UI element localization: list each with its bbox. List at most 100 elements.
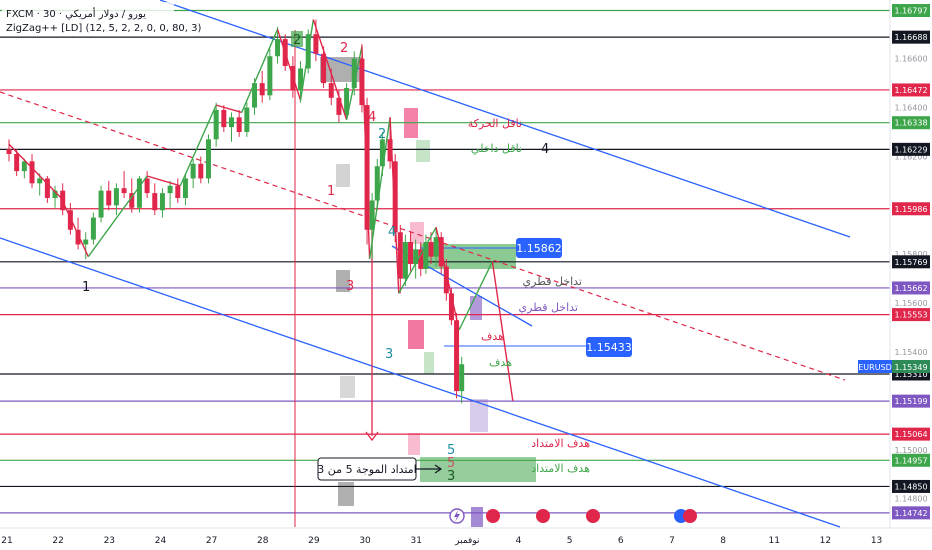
time-tick-label: 29: [308, 536, 320, 546]
time-tick-label: 23: [104, 536, 115, 546]
current-price-text: 1.15349: [894, 363, 927, 372]
wave-label: 5: [447, 443, 455, 458]
zone-green-upper: [416, 140, 430, 162]
wave-label: 2: [378, 127, 386, 142]
candle-body: [402, 242, 408, 279]
candle-body: [244, 107, 250, 132]
zone-purple-last: [471, 507, 483, 527]
zigzag-segment: [215, 104, 242, 114]
axis-tick-label: 1.15400: [894, 348, 927, 357]
candle-body: [328, 83, 334, 98]
us-flag-icon[interactable]: [536, 509, 550, 523]
candle-body: [83, 239, 89, 245]
time-tick-label: 12: [820, 536, 831, 546]
candle-body: [428, 242, 434, 257]
zigzag-segment: [179, 104, 217, 187]
wave-label: 4: [541, 142, 549, 157]
zigzag-segment: [8, 143, 62, 199]
note-text: تداخل قطري: [519, 301, 578, 314]
price-level-text: 1.16338: [894, 119, 927, 128]
wave-label: 3: [346, 279, 354, 294]
candle-body: [106, 190, 112, 206]
time-tick-label: 6: [618, 536, 624, 546]
candle-body: [364, 105, 370, 230]
zigzag-segment: [312, 19, 348, 120]
price-level-text: 1.16472: [894, 86, 927, 95]
wave-label: 3: [385, 347, 393, 362]
callout-text: 1.15433: [586, 341, 632, 354]
candle-body: [37, 178, 43, 184]
price-axis[interactable]: USD 1.166001.164001.162001.158001.156001…: [858, 0, 932, 528]
candle-body: [275, 39, 281, 57]
candle-body: [313, 34, 319, 54]
current-price-marker: EURUSD 1.15349: [858, 360, 930, 373]
us-flag-icon[interactable]: [486, 509, 500, 523]
price-level-tag: [892, 142, 930, 156]
zigzag-segment: [491, 261, 514, 401]
wave-label: 4: [368, 110, 376, 125]
current-price-tag: [892, 360, 930, 373]
wave-label: 4: [388, 225, 396, 240]
wave-labels-layer: 1 2 2 1 3 4 2 4 3 4 5 5 3: [82, 31, 549, 484]
candle-body: [374, 166, 380, 201]
time-tick-label: 31: [410, 536, 421, 546]
lightning-icon-glyph: [454, 510, 460, 522]
candle-body: [387, 139, 393, 162]
zigzag-segment: [241, 29, 279, 113]
zone-pink-mid: [410, 222, 424, 244]
candle-body: [267, 56, 273, 96]
price-level-tag: [892, 30, 930, 44]
us-flag-icon[interactable]: [586, 509, 600, 523]
time-tick-label: 13: [871, 536, 882, 546]
candle-body: [433, 237, 439, 257]
candle-body: [369, 200, 375, 230]
zigzag-segment: [60, 197, 89, 257]
time-tick-label: 27: [206, 536, 217, 546]
zone-gray-mid: [336, 164, 350, 187]
price-level-text: 1.14850: [894, 482, 927, 491]
candle-body: [379, 139, 385, 167]
price-level-text: 1.14957: [894, 456, 927, 465]
us-flag-icon[interactable]: [683, 509, 697, 523]
candle-body: [198, 163, 204, 179]
time-tick-label: 24: [155, 536, 167, 546]
zigzag-segment: [87, 175, 148, 258]
price-level-tag: [892, 202, 930, 216]
candle-body: [75, 229, 81, 245]
price-level-tag: [892, 116, 930, 130]
legend: FXCM · 30 · يورو / دولار أمريكي ZigZag++…: [2, 2, 202, 36]
extension-note-arrow-head: [434, 464, 443, 474]
candle-body: [413, 249, 419, 264]
callout-text: 1.15862: [516, 242, 562, 255]
candle-body: [129, 193, 135, 208]
time-tick-label: 21: [1, 536, 12, 546]
candle-body: [182, 178, 188, 198]
note-text: تداخل قطري: [523, 275, 582, 288]
callout-box: [586, 337, 632, 357]
candle-body: [152, 193, 158, 211]
time-tick-label: نوفمبر: [454, 536, 479, 546]
time-ticks: 21 22 23 24 27 28 29 30 31 نوفمبر 4 5 6 7 8 11 12 13: [1, 536, 882, 546]
event-icons[interactable]: [449, 508, 697, 524]
candle-body: [423, 242, 429, 269]
price-level-tag: [892, 308, 930, 322]
zigzag-segment: [368, 117, 391, 260]
time-tick-label: 5: [567, 536, 573, 546]
axis-tick-label: 1.15000: [894, 446, 927, 455]
candle-body: [259, 83, 265, 96]
zone-purple-low: [470, 399, 488, 432]
candle-body: [6, 149, 12, 154]
price-level-text: 1.15310: [894, 370, 927, 379]
price-level-text: 1.16688: [894, 33, 927, 42]
candle-body: [252, 83, 258, 108]
candle-body: [448, 293, 454, 321]
time-tick-label: 8: [720, 536, 726, 546]
time-axis[interactable]: 21 22 23 24 27 28 29 30 31 نوفمبر 4 5 6 7 8 11 12 13: [0, 527, 932, 550]
symbol-title: FXCM · 30 · يورو / دولار أمريكي: [6, 7, 146, 20]
price-level-text: 1.15199: [894, 397, 927, 406]
note-text: ناقل داخلي: [471, 142, 522, 155]
candle-body: [121, 188, 127, 194]
price-level-text: 1.15553: [894, 311, 927, 320]
price-level-text: 1.15986: [894, 205, 927, 214]
